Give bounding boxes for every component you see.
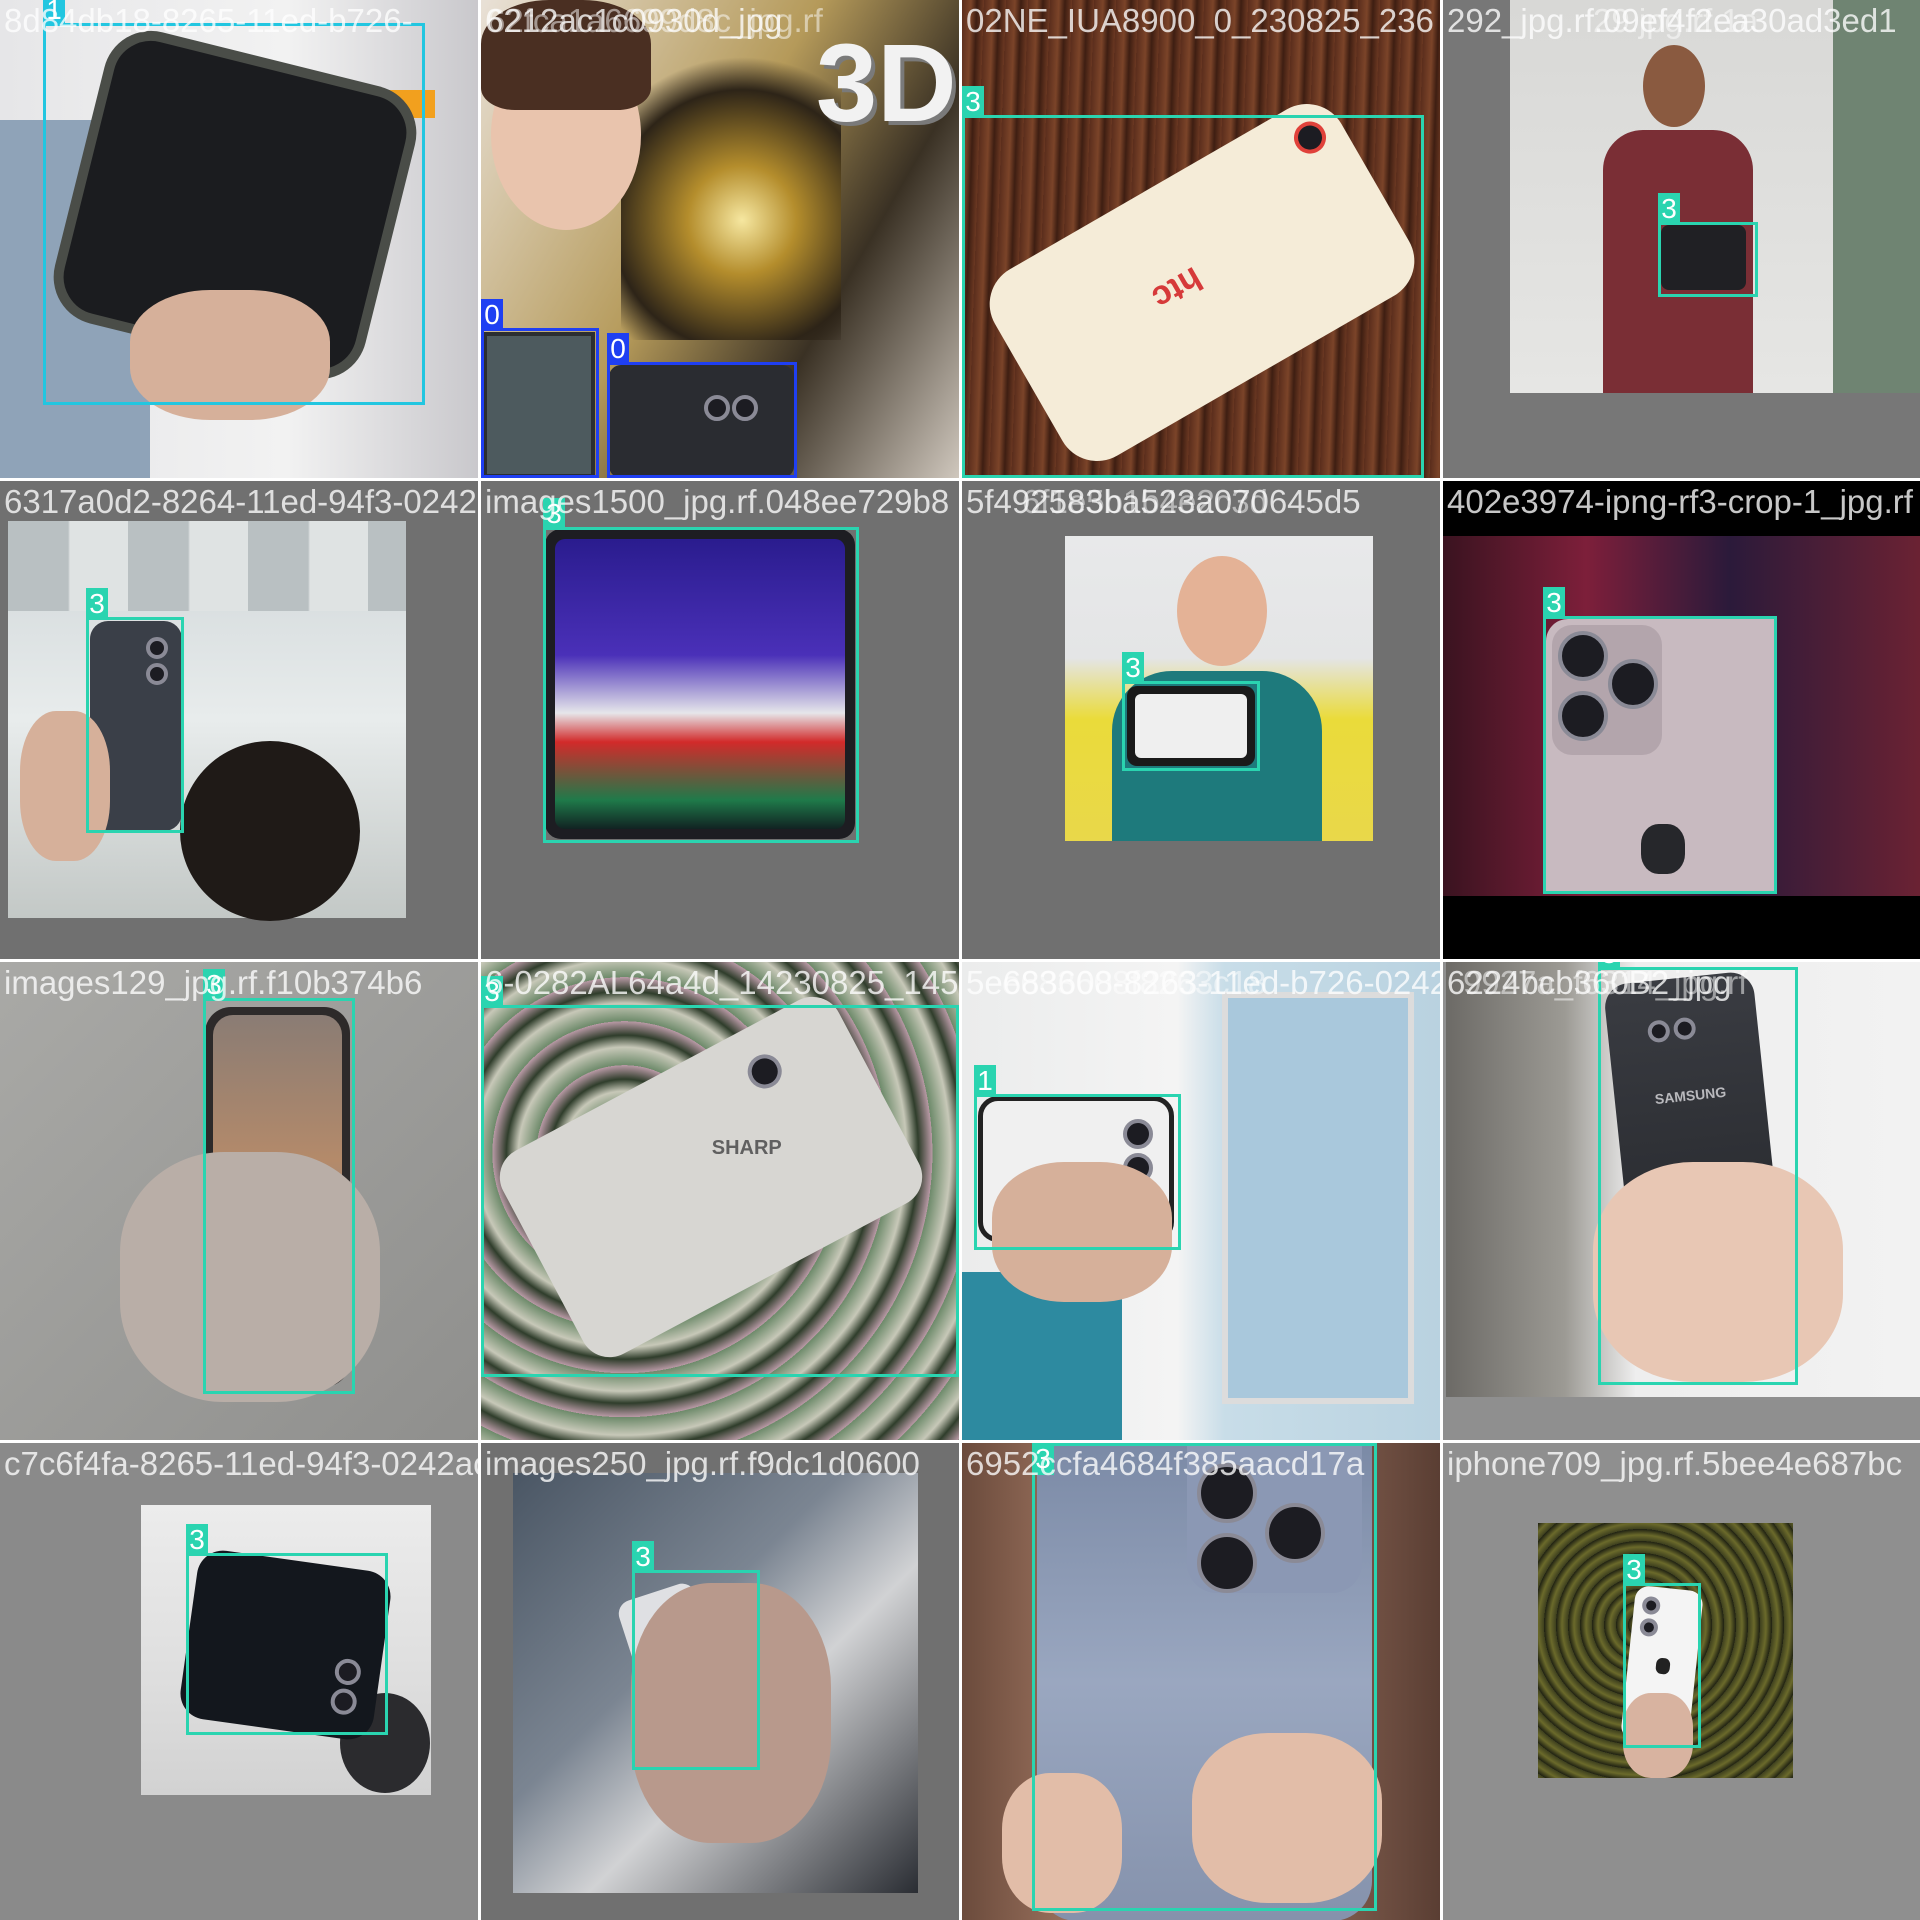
class-label: 0 [481, 299, 503, 331]
tile-filename: images1500_jpg.rf.048ee729b8 [485, 483, 950, 520]
bounding-box: 3 [632, 1541, 760, 1770]
mosaic-tile: 3 images129_jpg.rf.f10b374b6 [0, 962, 478, 1440]
class-label: 3 [203, 969, 225, 1001]
phone [545, 529, 855, 839]
hair [481, 0, 651, 110]
phone-screen [1135, 694, 1247, 758]
class-label: 3 [1623, 1554, 1645, 1586]
hand [1593, 1162, 1843, 1382]
phone [1546, 619, 1774, 891]
mosaic-tile: SHARP 3 6-0282AL64a4d_14230825_145 [481, 962, 959, 1440]
tile-filename: c7c6f4fa-8265-11ed-94f3-0242ac1500 [4, 1445, 478, 1482]
robot-poster [621, 40, 841, 340]
apple-logo-icon [1641, 824, 1685, 874]
bounding-box: 0 [481, 299, 599, 478]
tile-filename-overlap: 62fca1a6699d8c_jpg.rf [487, 2, 823, 39]
bounding-box: 3 [1598, 962, 1798, 1385]
tile-filename: 6-0282AL64a4d_14230825_145 [485, 964, 959, 1001]
hand [130, 290, 330, 420]
mosaic-tile: 1 5e683608-8263-11ed-b726-0242ac1 e68360… [962, 962, 1440, 1440]
tile-filename: 6952ccfa4684f385aacd17a [966, 1445, 1365, 1482]
phone [1127, 686, 1255, 766]
tile-filename: iphone709_jpg.rf.5bee4e687bc [1447, 1445, 1903, 1482]
tile-filename: 02NE_IUA8900_0_230825_236 [966, 2, 1434, 39]
mosaic-tile: 3 402e3974-ipng-rf3-crop-1_jpg.rf [1443, 481, 1920, 959]
bounding-box: 3 [1658, 193, 1758, 297]
mosaic-tile: 3 6952ccfa4684f385aacd17a [962, 1443, 1440, 1920]
phone [483, 332, 595, 478]
bounding-box: 3 [1032, 1443, 1377, 1911]
hand [631, 1583, 831, 1843]
class-label: 1 [974, 1065, 996, 1097]
bounding-box: 3 [86, 588, 184, 833]
bounding-box: 3 [481, 976, 959, 1377]
bounding-box: 3 [1543, 587, 1777, 894]
face [1177, 556, 1267, 666]
class-label: 3 [1543, 587, 1565, 619]
class-label: 3 [962, 86, 984, 118]
bounding-box: 3 [1122, 652, 1260, 771]
bounding-box: 1 [43, 0, 425, 405]
tile-filename: images250_jpg.rf.f9dc1d0600 [485, 1445, 920, 1482]
tile-filename: images129_jpg.rf.f10b374b6 [4, 964, 423, 1001]
mosaic-tile: 1 8d84db18-8265-11ed-b726- [0, 0, 478, 478]
hand [1623, 1693, 1693, 1778]
class-label: 3 [632, 1541, 654, 1573]
mosaic-tile: 3 iphone709_jpg.rf.5bee4e687bc [1443, 1443, 1920, 1920]
phone [609, 365, 794, 478]
mosaic-tile: 3 292_jpg.rf.09ef4f2ea30ad3ed1 29.jpg.rf… [1443, 0, 1920, 478]
bounding-box: 3 [203, 969, 355, 1394]
mosaic-tile: 3 images250_jpg.rf.f9dc1d0600 [481, 1443, 959, 1920]
tile-filename: 6224bcb360B2_jpg [1447, 964, 1732, 1001]
class-label: 3 [543, 498, 565, 530]
tile-filename: 402e3974-ipng-rf3-crop-1_jpg.rf [1447, 483, 1913, 520]
mosaic-tile: SAMSUNG 3 6224bcb360B2_jpg 9927a_f6314_j… [1443, 962, 1920, 1440]
class-label: 3 [186, 1524, 208, 1556]
phone [1661, 225, 1746, 290]
mosaic-tile: 3 c7c6f4fa-8265-11ed-94f3-0242ac1500 [0, 1443, 478, 1920]
hand [1002, 1773, 1122, 1913]
bounding-box: 3 [543, 498, 859, 843]
glass-door [1222, 992, 1414, 1404]
mosaic-tile: 3 5f492583ba523a070645d5 6f1e5b1b4e2c3d [962, 481, 1440, 959]
class-label: 1 [43, 0, 65, 26]
class-label: 3 [1122, 652, 1144, 684]
tile-filename: 292_jpg.rf.09ef4f2ea30ad3ed1 [1447, 2, 1897, 39]
hand [20, 711, 110, 861]
mosaic-tile: 3 images1500_jpg.rf.048ee729b8 [481, 481, 959, 959]
tile-filename-overlap: 9927a_f6314_jpg.rf [1463, 964, 1748, 1001]
class-label: 0 [607, 333, 629, 365]
tile-filename-overlap: 6f1e5b1b4e2c3d [1022, 483, 1268, 520]
class-label: 3 [1598, 962, 1620, 970]
class-label: 3 [481, 976, 503, 1008]
tile-filename-overlap: e683608f8263c18 [1002, 964, 1267, 1001]
class-label: 3 [1658, 193, 1680, 225]
tile-filename: 8d84db18-8265-11ed-b726- [4, 2, 413, 39]
hand [1192, 1733, 1382, 1903]
bounding-box: 0 [607, 333, 797, 478]
phone-screen [555, 539, 845, 829]
mosaic-tile: 3 6317a0d2-8264-11ed-94f3-0242ac1500 [0, 481, 478, 959]
bounding-box: 1 [974, 1065, 1181, 1250]
tile-filename: 5f492583ba523a070645d5 [966, 483, 1361, 520]
mosaic-tile: 3D 0 0 6212ac1c0930d_jpg 62fca1a6699d8c_… [481, 0, 959, 478]
bounding-box: 3 [186, 1524, 388, 1735]
poster-text: 3D [816, 22, 957, 145]
tile-filename: 6317a0d2-8264-11ed-94f3-0242ac1500 [4, 483, 478, 520]
hand [992, 1162, 1172, 1302]
door [1833, 0, 1920, 393]
class-label: 3 [86, 588, 108, 620]
tile-filename-overlap: 29.jpg.rf.1a [1593, 2, 1759, 39]
ceiling [8, 521, 406, 611]
bounding-box: 3 [962, 86, 1424, 478]
bounding-box: 3 [1623, 1554, 1701, 1748]
mosaic-tile: htc 3 02NE_IUA8900_0_230825_236 [962, 0, 1440, 478]
hair [180, 741, 360, 921]
class-label: 3 [1032, 1443, 1054, 1475]
hand [120, 1152, 380, 1402]
tile-filename: 6212ac1c0930d_jpg [485, 2, 783, 39]
tile-filename: 5e683608-8263-11ed-b726-0242ac1 [966, 964, 1440, 1001]
face [1643, 45, 1705, 127]
